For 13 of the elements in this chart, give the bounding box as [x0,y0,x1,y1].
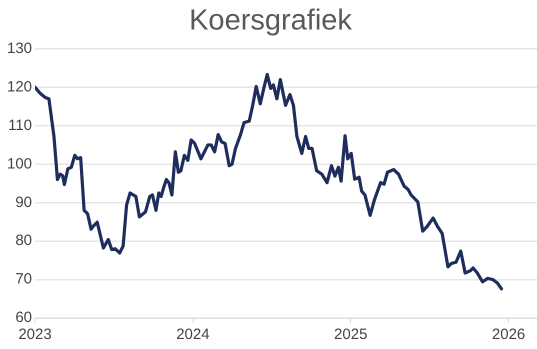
y-tick-label: 100 [6,155,32,172]
x-tick-label: 2024 [176,326,210,344]
y-tick-label: 120 [6,78,32,96]
y-tick-label: 130 [6,40,32,57]
y-tick-label: 80 [15,232,32,250]
x-tick-label: 2023 [18,326,52,344]
y-tick-label: 110 [8,116,32,134]
x-tick-label: 2025 [334,326,368,344]
y-tick-label: 90 [15,194,32,211]
y-tick-label: 60 [15,309,32,326]
x-tick-label: 2026 [492,326,526,344]
chart-title: Koersgrafiek [189,4,352,36]
y-tick-label: 70 [15,270,32,288]
